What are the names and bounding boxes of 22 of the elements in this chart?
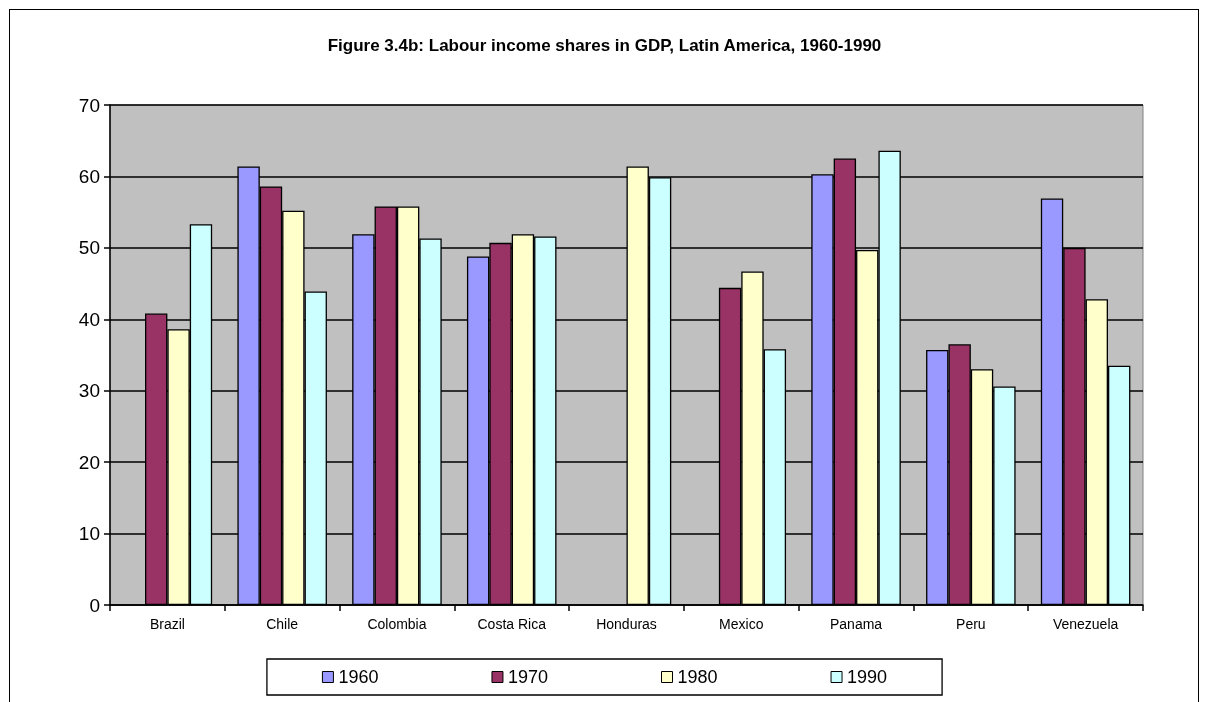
y-tick-label: 30 [78,380,100,402]
chart-title: Figure 3.4b: Labour income shares in GDP, Latin America, 1960-1990 [327,36,882,55]
legend-label: 1990 [847,667,888,687]
y-tick-label: 60 [78,165,100,187]
y-tick-label: 20 [78,451,100,473]
y-tick-label: 0 [89,594,100,616]
legend-label: 1970 [507,667,548,687]
x-tick-label: Brazil [149,616,185,632]
x-tick-label: Chile [266,616,299,632]
x-tick-label: Costa Rica [477,616,547,632]
x-tick-label: Colombia [367,616,427,632]
legend-label: 1960 [338,667,379,687]
y-tick-label: 70 [78,94,100,116]
x-tick-label: Peru [956,616,986,632]
y-tick-label: 10 [78,523,100,545]
x-tick-label: Venezuela [1052,616,1119,632]
x-tick-label: Honduras [596,616,657,632]
legend-label: 1980 [677,667,718,687]
y-tick-label: 40 [78,308,100,330]
x-tick-label: Mexico [719,616,764,632]
x-tick-label: Panama [829,616,883,632]
y-tick-label: 50 [78,237,100,259]
